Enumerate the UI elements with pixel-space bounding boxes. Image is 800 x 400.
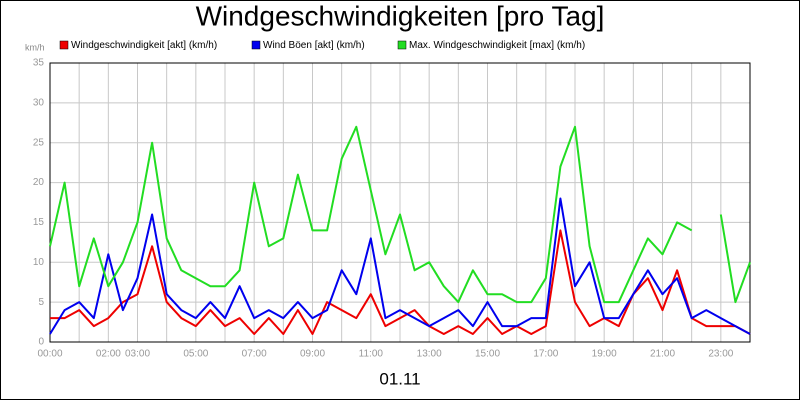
x-tick-label: 02:00 <box>96 349 121 360</box>
legend-swatch <box>59 40 69 50</box>
data-line <box>49 197 751 335</box>
legend-label: Max. Windgeschwindigkeit [max] (km/h) <box>409 40 585 51</box>
y-tick-label: 15 <box>33 217 45 228</box>
x-tick-label: 03:00 <box>125 349 150 360</box>
y-tick-label: 20 <box>33 177 45 188</box>
y-unit: km/h <box>25 42 45 52</box>
legend-swatch <box>397 40 407 50</box>
y-tick-label: 5 <box>38 297 44 308</box>
x-axis-label: 01.11 <box>379 369 420 388</box>
x-tick-label: 07:00 <box>242 349 267 360</box>
y-tick-label: 30 <box>33 97 45 108</box>
x-tick-label: 13:00 <box>417 349 442 360</box>
legend-label: Windgeschwindigkeit [akt] (km/h) <box>71 40 217 51</box>
x-tick-label: 05:00 <box>183 349 208 360</box>
y-tick-label: 35 <box>33 58 45 69</box>
y-tick-label: 10 <box>33 257 45 268</box>
x-tick-label: 15:00 <box>475 349 500 360</box>
x-tick-label: 23:00 <box>708 349 733 360</box>
x-tick-label: 21:00 <box>650 349 675 360</box>
x-tick-label: 00:00 <box>37 349 62 360</box>
data-line <box>719 214 751 304</box>
legend-label: Wind Böen [akt] (km/h) <box>263 40 365 51</box>
x-tick-label: 19:00 <box>592 349 617 360</box>
chart-title: Windgeschwindigkeiten [pro Tag] <box>196 0 605 31</box>
x-tick-label: 17:00 <box>533 349 558 360</box>
y-tick-label: 25 <box>33 137 45 148</box>
x-tick-label: 11:00 <box>359 349 384 360</box>
y-tick-label: 0 <box>38 337 44 348</box>
x-tick-label: 09:00 <box>300 349 325 360</box>
data-line <box>49 125 693 304</box>
plot-frame <box>49 62 751 343</box>
legend-swatch <box>251 40 261 50</box>
